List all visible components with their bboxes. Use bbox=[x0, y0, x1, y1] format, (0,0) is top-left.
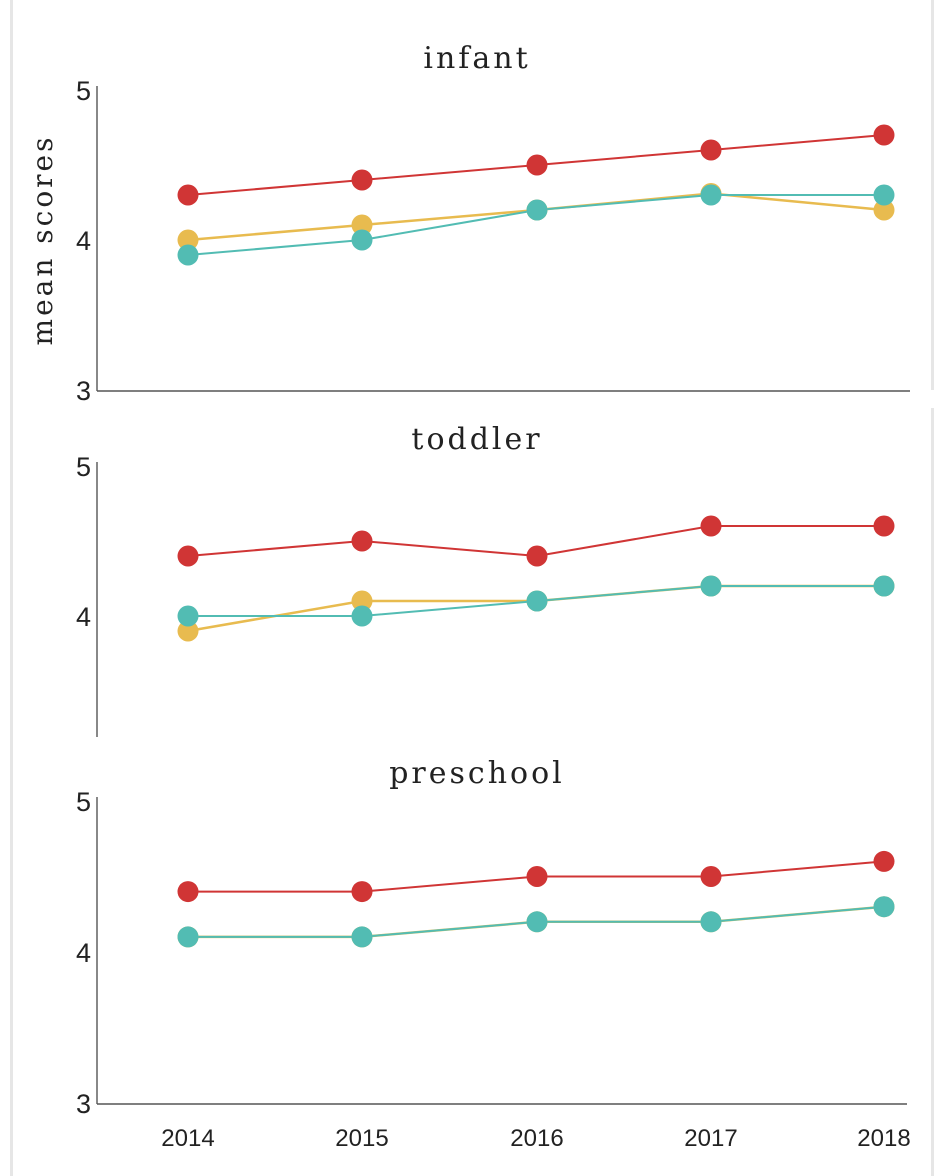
data-point-0-0-2014 bbox=[177, 184, 199, 206]
data-point-0-0-2018 bbox=[873, 124, 895, 146]
data-point-2-2-2017 bbox=[700, 911, 722, 933]
x-tick-label-2016: 2016 bbox=[510, 1125, 563, 1152]
data-point-1-2-2016 bbox=[526, 590, 548, 612]
data-point-2-0-2014 bbox=[177, 881, 199, 903]
data-point-0-1-2014 bbox=[177, 229, 199, 251]
x-tick-label-2018: 2018 bbox=[857, 1125, 910, 1152]
data-point-0-2-2018 bbox=[873, 184, 895, 206]
right-border-top bbox=[931, 0, 934, 390]
left-border bbox=[10, 0, 13, 1176]
data-point-2-2-2015 bbox=[351, 926, 373, 948]
y-tick-label-1-4: 4 bbox=[76, 602, 91, 632]
x-tick-label-2017: 2017 bbox=[684, 1125, 737, 1152]
data-point-0-0-2016 bbox=[526, 154, 548, 176]
data-point-2-2-2014 bbox=[177, 926, 199, 948]
right-border-bottom bbox=[931, 408, 934, 1176]
data-point-0-2-2015 bbox=[351, 229, 373, 251]
data-point-0-2-2014 bbox=[177, 244, 199, 266]
data-point-2-0-2015 bbox=[351, 881, 373, 903]
panel-title-2: preschool bbox=[389, 756, 565, 791]
y-tick-label-1-5: 5 bbox=[76, 452, 91, 482]
y-tick-label-2-4: 4 bbox=[76, 938, 91, 968]
data-point-1-1-2015 bbox=[351, 590, 373, 612]
y-tick-label-0-3: 3 bbox=[76, 376, 91, 406]
y-tick-label-2-3: 3 bbox=[76, 1089, 91, 1119]
data-point-1-0-2017 bbox=[700, 515, 722, 537]
y-tick-label-0-4: 4 bbox=[76, 226, 91, 256]
data-point-0-0-2017 bbox=[700, 139, 722, 161]
data-point-2-0-2016 bbox=[526, 866, 548, 887]
y-axis-label-0: mean scores bbox=[26, 135, 59, 346]
data-point-0-2-2016 bbox=[526, 199, 548, 221]
data-point-1-2-2018 bbox=[873, 575, 895, 597]
data-point-2-2-2018 bbox=[873, 896, 895, 918]
data-point-0-1-2018 bbox=[873, 199, 895, 221]
data-point-1-0-2016 bbox=[526, 545, 548, 567]
panel-title-1: toddler bbox=[411, 422, 542, 457]
data-point-0-1-2015 bbox=[351, 214, 373, 236]
data-point-0-2-2017 bbox=[700, 184, 722, 206]
x-tick-label-2014: 2014 bbox=[161, 1125, 214, 1152]
data-point-1-2-2014 bbox=[177, 605, 199, 627]
data-point-1-2-2017 bbox=[700, 575, 722, 597]
y-tick-label-2-5: 5 bbox=[76, 787, 91, 817]
data-point-1-2-2015 bbox=[351, 605, 373, 627]
data-point-0-0-2015 bbox=[351, 169, 373, 191]
data-point-2-0-2018 bbox=[873, 850, 895, 872]
panel-title-0: infant bbox=[423, 41, 530, 76]
y-tick-label-0-5: 5 bbox=[76, 76, 91, 106]
data-point-2-2-2016 bbox=[526, 911, 548, 933]
data-point-1-0-2018 bbox=[873, 515, 895, 537]
data-point-2-0-2017 bbox=[700, 866, 722, 887]
data-point-1-0-2014 bbox=[177, 545, 199, 567]
data-point-1-1-2014 bbox=[177, 620, 199, 642]
x-tick-label-2015: 2015 bbox=[335, 1125, 388, 1152]
data-point-1-0-2015 bbox=[351, 530, 373, 552]
